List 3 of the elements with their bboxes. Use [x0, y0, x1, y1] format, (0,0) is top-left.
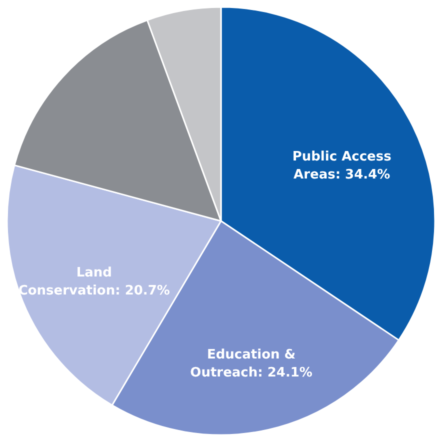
slice-label: Public Access Areas: 34.4%: [292, 150, 392, 183]
slice-label: Education & Outreach: 24.1%: [190, 348, 312, 381]
slice-label: Land Conservation: 20.7%: [18, 266, 170, 299]
